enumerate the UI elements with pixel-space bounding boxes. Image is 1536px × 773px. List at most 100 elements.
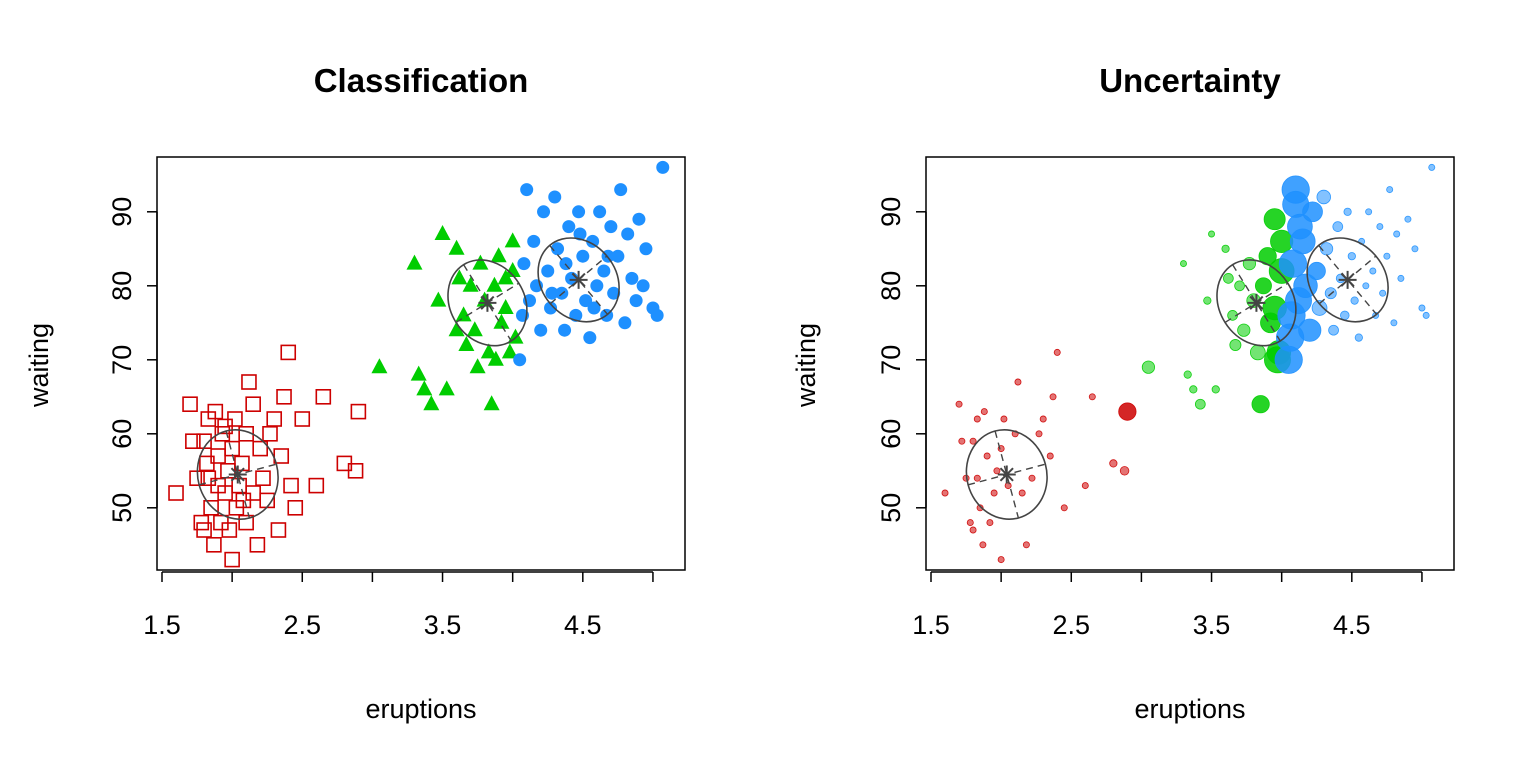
data-point <box>593 205 607 219</box>
data-point <box>1340 310 1350 321</box>
data-point <box>1081 482 1089 490</box>
ellipse-axis <box>225 430 251 519</box>
data-point <box>308 477 325 494</box>
data-point <box>410 365 427 381</box>
data-point <box>273 448 290 464</box>
data-point <box>434 225 451 240</box>
data-point <box>283 477 299 494</box>
data-point <box>1332 221 1344 232</box>
y-tick-label: 90 <box>876 197 906 227</box>
component-mean-marker <box>569 270 588 289</box>
data-point <box>1316 189 1331 205</box>
data-point <box>1379 289 1387 297</box>
y-tick-label: 70 <box>876 345 906 375</box>
data-point <box>371 358 388 374</box>
data-point <box>537 205 551 219</box>
data-point <box>406 254 423 270</box>
data-point <box>1263 208 1286 231</box>
y-tick-label: 80 <box>107 271 137 301</box>
data-point <box>185 433 201 450</box>
ellipse-axis <box>1318 244 1378 315</box>
data-point <box>650 308 664 322</box>
y-tick-label: 90 <box>107 197 137 227</box>
x-tick-label: 1.5 <box>912 610 950 640</box>
data-point <box>1211 385 1220 394</box>
component-mean-marker <box>478 293 497 312</box>
data-point <box>486 276 503 292</box>
data-point <box>583 331 597 345</box>
data-point <box>1418 304 1426 312</box>
data-point <box>976 504 984 512</box>
data-point <box>1311 300 1328 316</box>
data-point <box>1350 296 1359 305</box>
data-point <box>1278 249 1307 278</box>
data-point <box>1118 402 1137 421</box>
x-tick-label: 3.5 <box>1193 610 1231 640</box>
data-point <box>517 257 531 271</box>
data-point <box>1249 344 1266 361</box>
y-tick-label: 60 <box>876 419 906 449</box>
data-point <box>430 291 447 307</box>
data-point <box>969 437 977 445</box>
data-point <box>1229 339 1242 351</box>
data-point <box>203 499 219 516</box>
data-point <box>1022 541 1030 549</box>
component-mean-marker <box>228 465 247 484</box>
marks-layer <box>168 160 670 568</box>
data-point <box>958 437 966 445</box>
data-point <box>636 279 650 293</box>
data-point <box>1141 360 1156 374</box>
data-point <box>656 160 670 174</box>
data-point <box>207 403 224 420</box>
data-point <box>1386 186 1394 194</box>
data-point <box>1183 370 1192 379</box>
y-tick-label: 60 <box>107 419 137 449</box>
data-point <box>1203 296 1212 305</box>
mean-stroke <box>1249 295 1264 310</box>
data-point <box>448 321 465 337</box>
data-point <box>1223 273 1234 284</box>
ellipse-axis <box>462 264 512 342</box>
data-point <box>1369 267 1377 275</box>
data-point <box>629 294 643 308</box>
data-point <box>1404 215 1412 223</box>
data-point <box>562 220 576 234</box>
data-point <box>448 239 465 255</box>
data-point <box>611 249 625 263</box>
data-point <box>1180 260 1187 268</box>
data-point <box>980 408 988 416</box>
data-point <box>966 519 974 527</box>
data-point <box>1307 261 1326 281</box>
data-point <box>266 411 283 427</box>
data-point <box>545 286 559 300</box>
mean-stroke <box>999 467 1014 482</box>
data-point <box>483 395 500 411</box>
data-point <box>217 418 233 435</box>
axes-layer: 1.5 2.5 3.5 4.5 50 60 70 80 90 <box>876 197 1423 640</box>
data-point <box>497 269 514 285</box>
data-point <box>280 344 297 361</box>
data-point <box>1411 245 1419 253</box>
data-point <box>513 353 527 367</box>
mean-stroke <box>480 295 495 310</box>
ellipse-axis <box>549 244 609 315</box>
data-point <box>438 380 455 396</box>
data-point <box>1287 213 1313 240</box>
data-point <box>221 522 238 538</box>
y-tick-label: 50 <box>876 493 906 523</box>
data-point <box>548 190 562 204</box>
x-tick-label: 2.5 <box>1052 610 1090 640</box>
data-point <box>993 467 1001 475</box>
data-point <box>955 400 963 408</box>
data-point <box>1119 466 1130 476</box>
data-point <box>590 279 604 293</box>
data-point <box>527 234 541 248</box>
data-point <box>1237 323 1251 337</box>
axes-layer: 1.5 2.5 3.5 4.5 50 60 70 80 90 <box>107 197 654 640</box>
data-point <box>973 415 981 423</box>
x-tick-label: 1.5 <box>143 610 181 640</box>
uncertainty-panel: Uncertainty eruptions waiting 1.5 2.5 3.5 4… <box>791 62 1455 724</box>
data-point <box>501 343 518 359</box>
